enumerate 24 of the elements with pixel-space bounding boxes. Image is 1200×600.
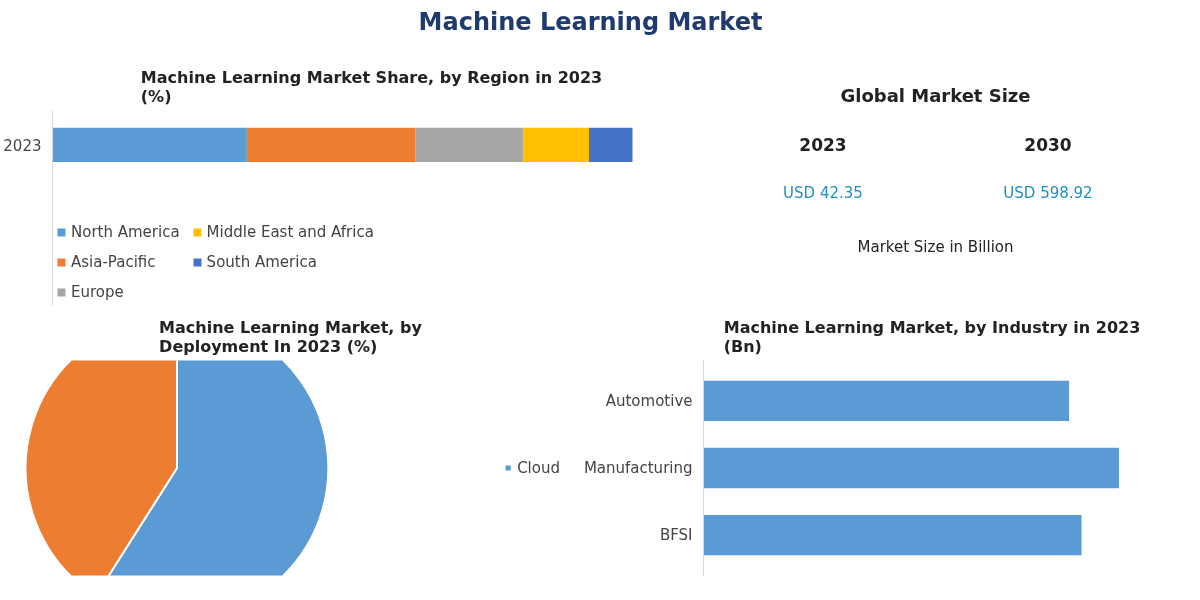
chart-title: Machine Learning Market, by Industry in 2023 (Bn) <box>723 317 1141 356</box>
chart-title: Machine Learning Market Share, by Region in 2023 (%) <box>140 67 603 106</box>
legend-label: Middle East and Africa <box>206 223 374 241</box>
legend-label: North America <box>71 223 180 241</box>
y-tick-label: Manufacturing <box>583 459 693 477</box>
text: Global Market Size <box>840 84 1031 106</box>
text: Market Size in Billion <box>857 238 1014 256</box>
bar <box>522 127 589 163</box>
text: USD 598.92 <box>1003 184 1093 203</box>
text: Machine Learning Market <box>418 7 763 36</box>
bar <box>589 127 633 163</box>
y-tick-label: BFSI <box>659 526 693 545</box>
text: 2030 <box>1024 135 1072 156</box>
bar <box>246 127 416 163</box>
legend-label: Cloud <box>517 458 560 477</box>
text: USD 42.35 <box>783 184 863 203</box>
bar <box>52 127 247 163</box>
chart-title: Machine Learning Market, by Deployment In 2023 (%) <box>159 317 423 356</box>
text: 2023 <box>3 136 42 155</box>
bar <box>415 127 523 163</box>
legend-label: South America <box>206 253 317 271</box>
legend-label: Asia-Pacific <box>71 253 156 271</box>
y-tick-label: Automotive <box>605 391 693 410</box>
legend-label: Europe <box>71 283 124 301</box>
